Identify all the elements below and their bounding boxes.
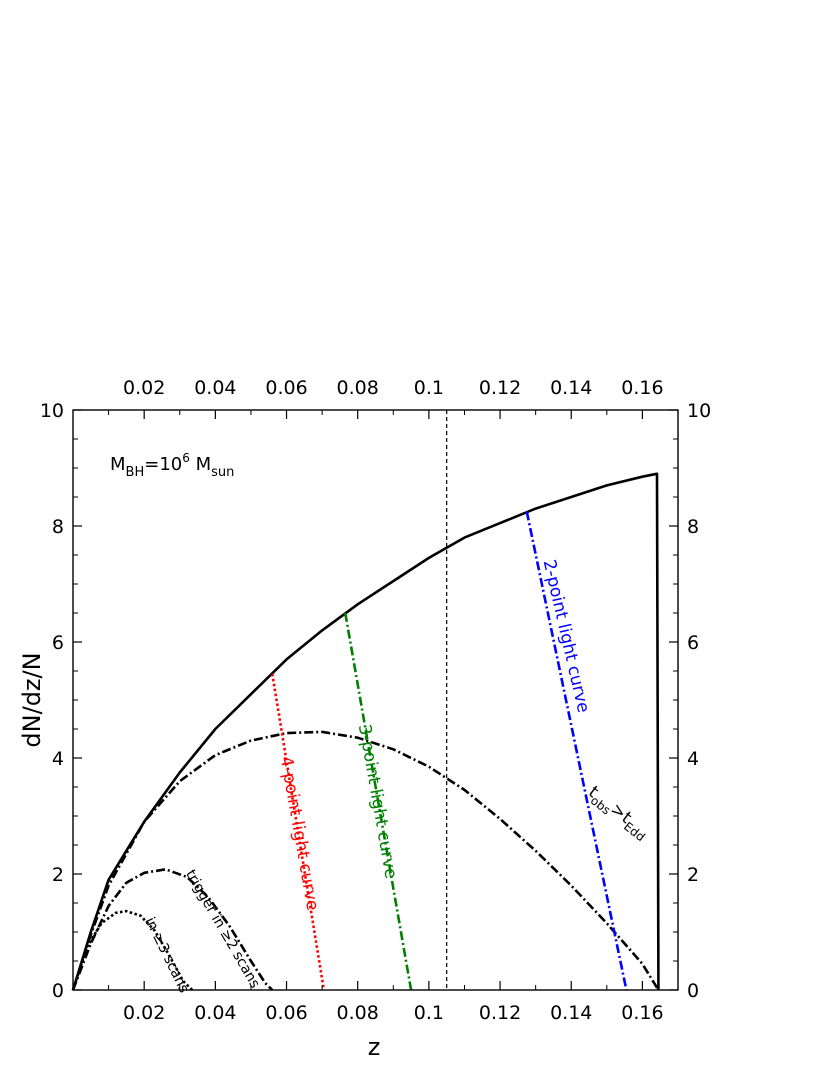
mass-label-part-1: BH [126,465,145,480]
x-tick-label-top: 0.12 [479,377,521,399]
mass-label: MBH=106 Msun [110,451,234,480]
y-tick-label-right: 0 [687,980,699,1002]
x-tick-label-bottom: 0.04 [194,1002,236,1024]
x-axis-title: z [368,1033,381,1061]
y-tick-label-left: 4 [52,748,64,770]
mass-label-part-3: 6 [182,451,190,465]
x-tick-label-top: 0.04 [194,377,236,399]
mass-label-part-5: sun [211,465,234,480]
series-t_obs_gt_t_edd [71,730,660,991]
mass-label-part-4: M [190,454,211,475]
y-tick-label-left: 0 [52,980,64,1002]
y-tick-label-left: 8 [52,516,64,538]
annotation-two_point: 2-point light curve [539,558,594,715]
x-tick-label-top: 0.08 [337,377,379,399]
y-tick-label-right: 8 [687,516,699,538]
y-tick-label-right: 2 [687,864,699,886]
mass-label-part-2: =10 [144,454,182,475]
x-tick-label-top: 0.14 [550,377,592,399]
x-tick-label-top: 0.06 [265,377,307,399]
ticks: 0.02 0.02 0.04 0.04 0.06 0.06 0.08 0.08 0.1 0.1 0.… [40,377,711,1024]
series-three_point [343,612,413,991]
series-in_3_scans [71,909,194,991]
x-tick-label-bottom: 0.08 [337,1002,379,1024]
mass-label-part-0: M [110,454,126,475]
x-tick-label-top: 0.16 [621,377,663,399]
x-tick-label-top: 0.02 [123,377,165,399]
series-four_point [271,673,326,991]
x-tick-label-bottom: 0.06 [265,1002,307,1024]
x-tick-label-bottom: 0.1 [414,1002,444,1024]
annotation-trigger: trigger in ≥2 scans [182,867,263,991]
series-trigger_2_scans [71,868,274,991]
x-tick-label-top: 0.1 [414,377,444,399]
series-total [71,472,660,991]
y-tick-label-left: 10 [40,400,64,422]
series-two_point [525,511,628,991]
y-tick-label-left: 6 [52,632,64,654]
y-axis-title: dN/dz/N [18,652,46,747]
x-tick-label-bottom: 0.02 [123,1002,165,1024]
y-tick-label-right: 6 [687,632,699,654]
annotation-four_point: 4-point light curve [276,755,323,913]
y-tick-label-right: 10 [687,400,711,422]
y-tick-label-left: 2 [52,864,64,886]
annotation-in3: in ≥3 scans [141,915,191,996]
x-tick-label-bottom: 0.12 [479,1002,521,1024]
x-tick-label-bottom: 0.16 [621,1002,663,1024]
annotation-three_point: 3-point light curve [354,723,401,881]
y-tick-label-right: 4 [687,748,699,770]
x-tick-label-bottom: 0.14 [550,1002,592,1024]
curves [71,472,660,991]
